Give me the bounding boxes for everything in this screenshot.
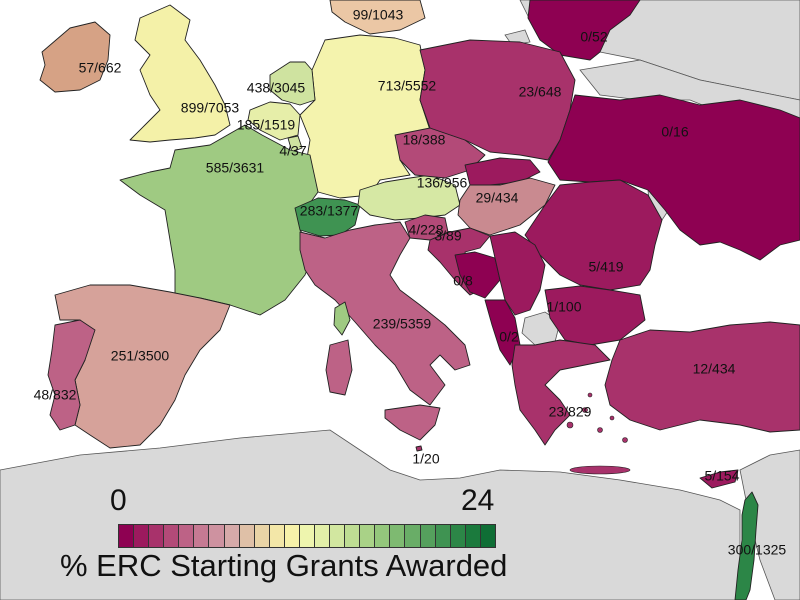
legend-min-value: 0 — [110, 484, 127, 517]
country-turkey[interactable] — [604, 321, 800, 433]
label-montenegro: 0/2 — [499, 329, 519, 345]
country-greece[interactable] — [511, 339, 611, 446]
label-serbia: 1/100 — [546, 299, 581, 315]
label-bosnia: 0/8 — [453, 273, 473, 289]
label-netherlands: 438/3045 — [247, 80, 306, 96]
label-poland: 23/648 — [519, 84, 562, 100]
label-germany: 713/5552 — [378, 78, 437, 94]
legend-swatch — [360, 525, 376, 547]
label-greece: 23/829 — [549, 404, 592, 420]
legend-swatch — [420, 525, 436, 547]
legend-swatch — [179, 525, 195, 547]
legend-swatch — [284, 525, 300, 547]
country-romania[interactable] — [524, 179, 663, 291]
legend-swatch — [149, 525, 165, 547]
country-uk[interactable] — [129, 4, 231, 143]
country-sicily-island[interactable] — [384, 404, 441, 441]
country-bosnia[interactable] — [454, 251, 501, 299]
legend-swatch — [134, 525, 150, 547]
legend-swatch — [375, 525, 391, 547]
country-ireland[interactable] — [39, 21, 111, 93]
country-luxembourg[interactable] — [287, 135, 303, 153]
legend-swatch — [254, 525, 270, 547]
label-ireland: 57/662 — [79, 60, 122, 76]
legend-swatch — [435, 525, 451, 547]
label-spain: 251/3500 — [111, 348, 170, 364]
country-corsica-island[interactable] — [333, 301, 351, 336]
label-cyprus: 5/154 — [704, 468, 739, 484]
legend-max-value: 24 — [461, 484, 495, 517]
legend-color-scale — [118, 524, 496, 548]
country-sardinia-island[interactable] — [325, 339, 353, 396]
legend-swatch — [194, 525, 210, 547]
legend-swatch — [224, 525, 240, 547]
country-switzerland[interactable] — [294, 197, 361, 237]
legend-swatch — [315, 525, 331, 547]
label-turkey: 12/434 — [693, 361, 736, 377]
country-austria[interactable] — [357, 174, 461, 221]
label-malta: 1/20 — [412, 451, 439, 467]
label-italy: 239/5359 — [373, 316, 432, 332]
legend-swatch — [345, 525, 361, 547]
country-baltics[interactable] — [527, 0, 641, 61]
country-netherlands[interactable] — [269, 61, 316, 106]
label-austria: 136/956 — [417, 175, 468, 191]
legend-swatch — [390, 525, 406, 547]
label-croatia: 3/89 — [434, 228, 461, 244]
label-belgium: 185/1519 — [237, 117, 296, 133]
country-denmark-region[interactable] — [329, 0, 426, 35]
country-portugal[interactable] — [47, 319, 96, 431]
legend-title: % ERC Starting Grants Awarded — [60, 548, 508, 583]
country-israel[interactable] — [734, 491, 759, 600]
legend-swatch — [450, 525, 466, 547]
label-baltics: 0/52 — [580, 29, 607, 45]
label-ukraine: 0/16 — [661, 124, 688, 140]
legend-swatch — [480, 525, 495, 547]
legend-swatch — [269, 525, 285, 547]
country-malta[interactable] — [415, 445, 423, 452]
label-slovenia: 4/228 — [408, 222, 443, 238]
label-switzerland: 283/1377 — [300, 203, 359, 219]
country-poland[interactable] — [419, 39, 576, 161]
country-bulgaria[interactable] — [544, 285, 646, 346]
label-uk: 899/7053 — [181, 100, 240, 116]
label-israel: 300/1325 — [728, 542, 787, 558]
label-hungary: 29/434 — [476, 190, 519, 206]
country-france[interactable] — [119, 124, 319, 316]
legend-swatch — [239, 525, 255, 547]
countries-layer — [39, 0, 800, 600]
country-ukraine[interactable] — [547, 94, 800, 261]
label-france: 585/3631 — [206, 160, 265, 176]
legend-swatch — [330, 525, 346, 547]
label-luxembourg: 4/37 — [279, 143, 306, 159]
legend-swatch — [299, 525, 316, 547]
legend-swatch — [465, 525, 481, 547]
legend-swatch — [209, 525, 225, 547]
legend-swatch — [119, 525, 135, 547]
country-cyprus[interactable] — [699, 469, 739, 489]
country-belgium[interactable] — [247, 101, 301, 141]
island-specks — [566, 392, 631, 475]
label-romania: 5/419 — [588, 259, 623, 275]
country-serbia[interactable] — [489, 231, 546, 316]
label-portugal: 48/832 — [34, 387, 77, 403]
label-denmark: 99/1043 — [353, 7, 404, 23]
legend-swatch — [164, 525, 180, 547]
legend-swatch — [405, 525, 421, 547]
country-labels: 99/1043 0/52 57/662 899/7053 438/3045 71… — [34, 7, 787, 558]
label-czechia: 18/388 — [403, 132, 446, 148]
